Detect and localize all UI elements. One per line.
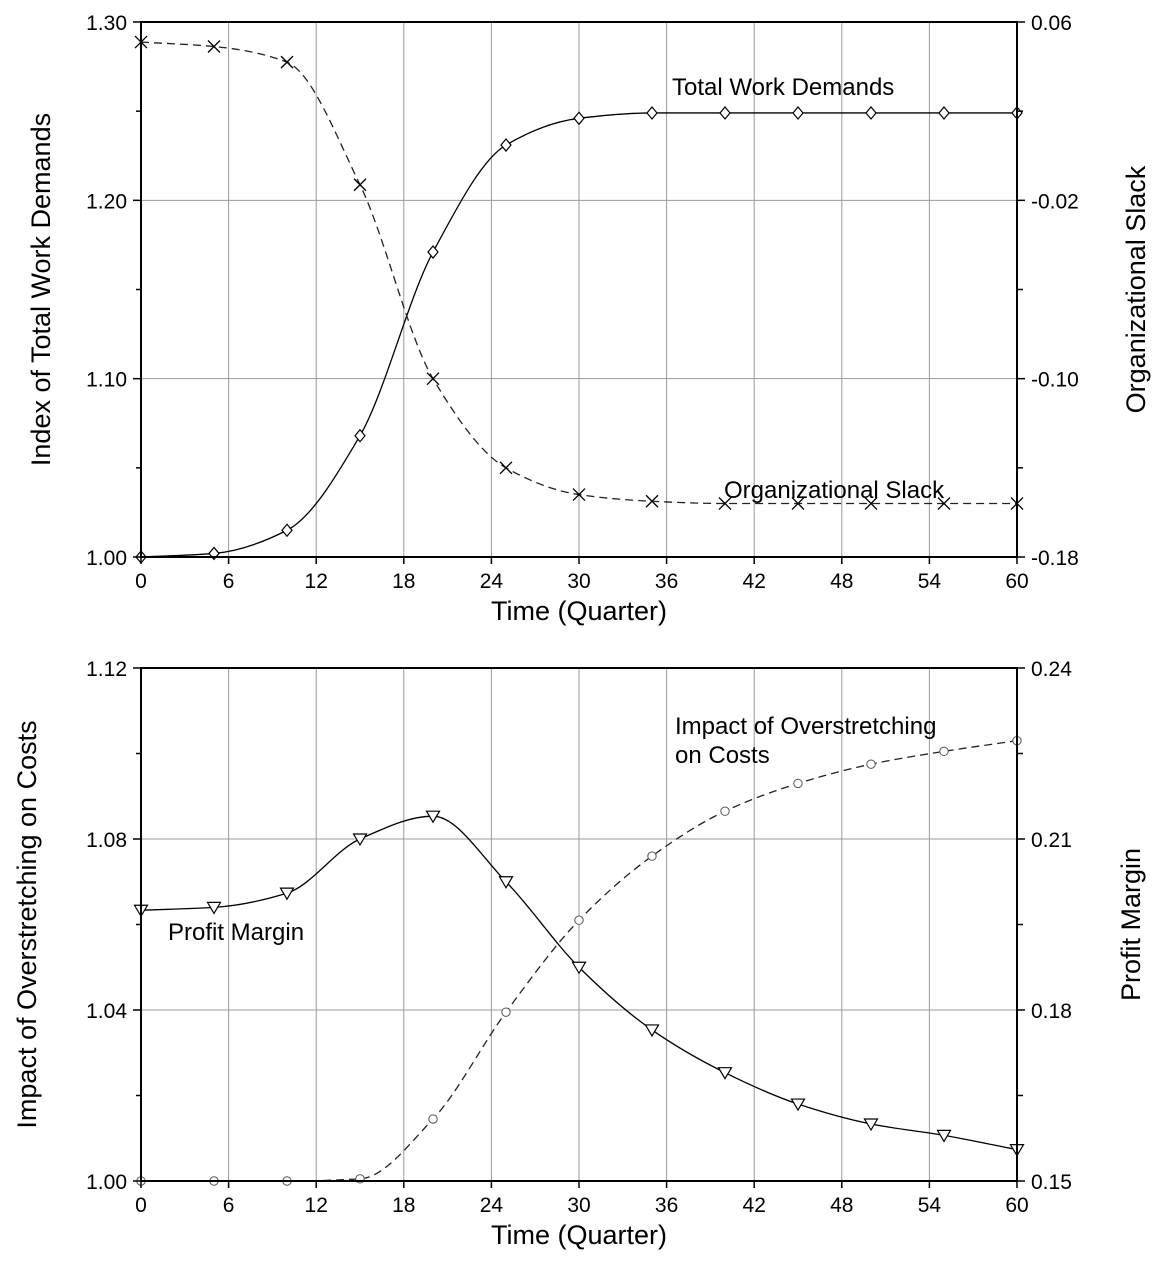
- x-tick-label: 12: [305, 1194, 328, 1217]
- x-tick-label: 24: [480, 1194, 504, 1217]
- series-annotation: Organizational Slack: [724, 477, 945, 504]
- data-point: [718, 497, 732, 510]
- x-axis-title: Time (Quarter): [491, 1220, 667, 1250]
- data-point: [501, 1007, 511, 1017]
- data-point: [428, 1114, 438, 1124]
- data-point: [791, 497, 805, 510]
- y-left-tick-label: 1.00: [86, 1171, 127, 1194]
- data-point: [647, 851, 657, 861]
- data-point: [207, 40, 221, 53]
- data-point: [645, 494, 659, 508]
- data-point: [717, 1067, 733, 1080]
- data-point: [720, 806, 730, 816]
- x-tick-label: 24: [480, 570, 504, 593]
- y-right-tick-label: 0.21: [1031, 829, 1072, 852]
- y-right-tick-label: -0.10: [1031, 369, 1079, 392]
- y-left-tick-label: 1.30: [86, 12, 127, 35]
- data-point: [206, 901, 222, 915]
- y-right-tick-label: -0.18: [1031, 547, 1079, 570]
- data-point: [865, 106, 877, 120]
- y-right-tick-label: 0.24: [1031, 658, 1072, 681]
- x-tick-label: 54: [918, 570, 942, 593]
- chart-work-demands-slack: 0 6 12 18 24 30 36 42 48 54 60 Time (Quarter) 1.00 1.…: [26, 12, 1151, 626]
- x-tick-label: 48: [830, 1194, 853, 1217]
- series-annotation: Profit Margin: [168, 919, 304, 946]
- x-tick-label: 48: [830, 570, 853, 593]
- y-left-axis-title: Impact of Overstretching on Costs: [12, 720, 42, 1128]
- series-line-organizational-slack: [140, 41, 1017, 505]
- data-point: [936, 1129, 952, 1143]
- x-tick-label: 0: [135, 570, 147, 593]
- data-point: [281, 523, 293, 538]
- x-tick-label: 60: [1005, 570, 1028, 593]
- x-tick-label: 30: [567, 1194, 590, 1217]
- data-point: [573, 111, 585, 126]
- x-axis-title: Time (Quarter): [491, 596, 667, 626]
- series-line-total-work-demands: [140, 112, 1018, 558]
- chart-overstretching-profit: 0 6 12 18 24 30 36 42 48 54 60 Time (Quarter) 1.00 1.…: [12, 658, 1146, 1250]
- x-tick-label: 36: [655, 570, 678, 593]
- data-point: [574, 915, 584, 925]
- x-tick-label: 60: [1005, 1194, 1028, 1217]
- y-left-tick-label: 1.10: [86, 369, 127, 392]
- data-point: [646, 106, 658, 120]
- data-point: [790, 1098, 806, 1112]
- data-point: [866, 759, 876, 769]
- data-point: [499, 461, 513, 475]
- data-point: [500, 138, 512, 152]
- y-right-tick-label: -0.02: [1031, 190, 1079, 213]
- data-point: [353, 178, 367, 192]
- x-tick-label: 0: [135, 1194, 147, 1217]
- x-tick-label: 6: [223, 1194, 235, 1217]
- x-tick-label: 42: [743, 570, 766, 593]
- y-left-axis-title: Index of Total Work Demands: [26, 113, 56, 466]
- y-left-tick-label: 1.08: [86, 829, 127, 852]
- x-tick-label: 54: [918, 1194, 942, 1217]
- series-annotation: Total Work Demands: [672, 74, 894, 101]
- series-markers: [133, 810, 1025, 1157]
- y-right-tick-label: 0.06: [1031, 12, 1072, 35]
- x-tick-label: 18: [392, 1194, 415, 1217]
- data-point: [938, 106, 950, 120]
- x-tick-label: 30: [567, 570, 590, 593]
- data-point: [571, 961, 587, 975]
- x-tick-label: 36: [655, 1194, 678, 1217]
- data-point: [498, 876, 514, 889]
- data-point: [939, 746, 949, 757]
- data-point: [793, 778, 803, 789]
- data-point: [719, 106, 731, 120]
- data-point: [427, 245, 439, 259]
- x-tick-label: 6: [223, 570, 235, 593]
- data-point: [280, 55, 294, 69]
- series-annotation: on Costs: [675, 742, 770, 769]
- data-point: [279, 887, 295, 901]
- y-left-tick-label: 1.12: [86, 658, 127, 681]
- y-left-tick-label: 1.20: [86, 190, 127, 213]
- y-left-tick-label: 1.00: [86, 547, 127, 570]
- y-right-tick-label: 0.15: [1031, 1171, 1072, 1194]
- data-point: [426, 372, 440, 386]
- x-tick-label: 18: [392, 570, 415, 593]
- data-point: [864, 497, 878, 510]
- data-point: [352, 833, 368, 847]
- data-point: [644, 1024, 660, 1038]
- x-tick-label: 42: [743, 1194, 766, 1217]
- data-point: [425, 810, 441, 824]
- data-point: [572, 488, 586, 502]
- x-tick-label: 12: [305, 570, 328, 593]
- data-point: [792, 106, 804, 120]
- series-annotation: Impact of Overstretching: [675, 713, 936, 740]
- y-left-tick-label: 1.04: [86, 1000, 127, 1023]
- y-right-axis-title: Profit Margin: [1116, 848, 1146, 1001]
- y-right-tick-label: 0.18: [1031, 1000, 1072, 1023]
- data-point: [937, 497, 951, 510]
- data-point: [863, 1118, 879, 1132]
- data-point: [354, 428, 366, 443]
- y-right-axis-title: Organizational Slack: [1121, 165, 1151, 413]
- series-markers: [135, 106, 1023, 564]
